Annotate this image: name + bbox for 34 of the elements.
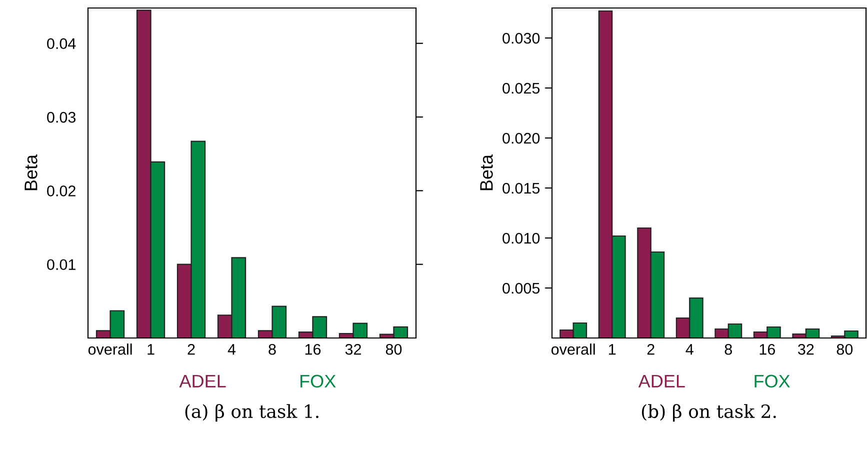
text: (b) β on task 2. [642,404,776,422]
x-tick-label: 8 [724,344,732,355]
text: ADEL [179,374,226,388]
y-axis-title: Beta [24,154,38,190]
y-axis-title: Beta [480,154,493,190]
x-tick-label: 4 [686,344,694,355]
x-tick-label: 16 [760,344,775,355]
x-tick-label: 2 [647,344,654,355]
text: (a) β on task 1. [185,404,318,422]
y-tick-label: 0.015 [502,182,540,194]
y-tick-label: 0.025 [502,82,540,94]
text: FOX [754,374,790,388]
text: ADEL [638,374,685,388]
x-tick-label: 2 [188,344,195,355]
y-tick-label: 0.030 [502,32,540,44]
x-tick-label: 4 [228,344,236,355]
x-tick-label: 8 [268,344,276,355]
x-tick-label: 32 [798,344,814,355]
y-tick-label: 0.020 [502,132,540,144]
y-tick-label: 0.02 [47,186,76,196]
y-tick-label: 0.04 [47,38,76,50]
x-tick-label: 80 [836,344,853,355]
y-tick-label: 0.01 [47,259,76,270]
x-tick-label: 80 [386,344,402,355]
x-tick-label: 32 [345,344,361,355]
y-tick-label: 0.010 [502,232,540,244]
y-tick-label: 0.03 [47,112,76,123]
x-tick-label: 16 [305,344,321,355]
text: FOX [300,374,336,388]
x-tick-label: 1 [148,344,154,355]
x-tick-label: 1 [609,344,616,355]
y-tick-label: 0.005 [502,282,540,294]
x-tick-label: overall [551,344,595,355]
x-tick-label: overall [88,344,132,355]
